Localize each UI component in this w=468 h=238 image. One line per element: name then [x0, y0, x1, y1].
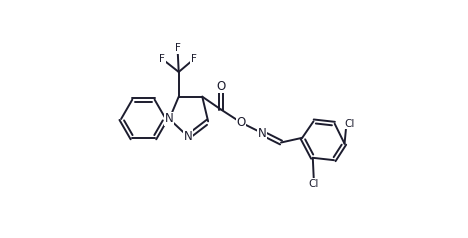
- Text: F: F: [191, 54, 197, 64]
- Text: O: O: [216, 79, 226, 93]
- Text: F: F: [159, 54, 165, 64]
- Text: O: O: [236, 116, 246, 129]
- Text: F: F: [175, 43, 181, 54]
- Text: N: N: [165, 113, 174, 125]
- Text: N: N: [184, 130, 192, 143]
- Text: N: N: [258, 127, 267, 140]
- Text: Cl: Cl: [309, 179, 319, 189]
- Text: Cl: Cl: [344, 119, 354, 129]
